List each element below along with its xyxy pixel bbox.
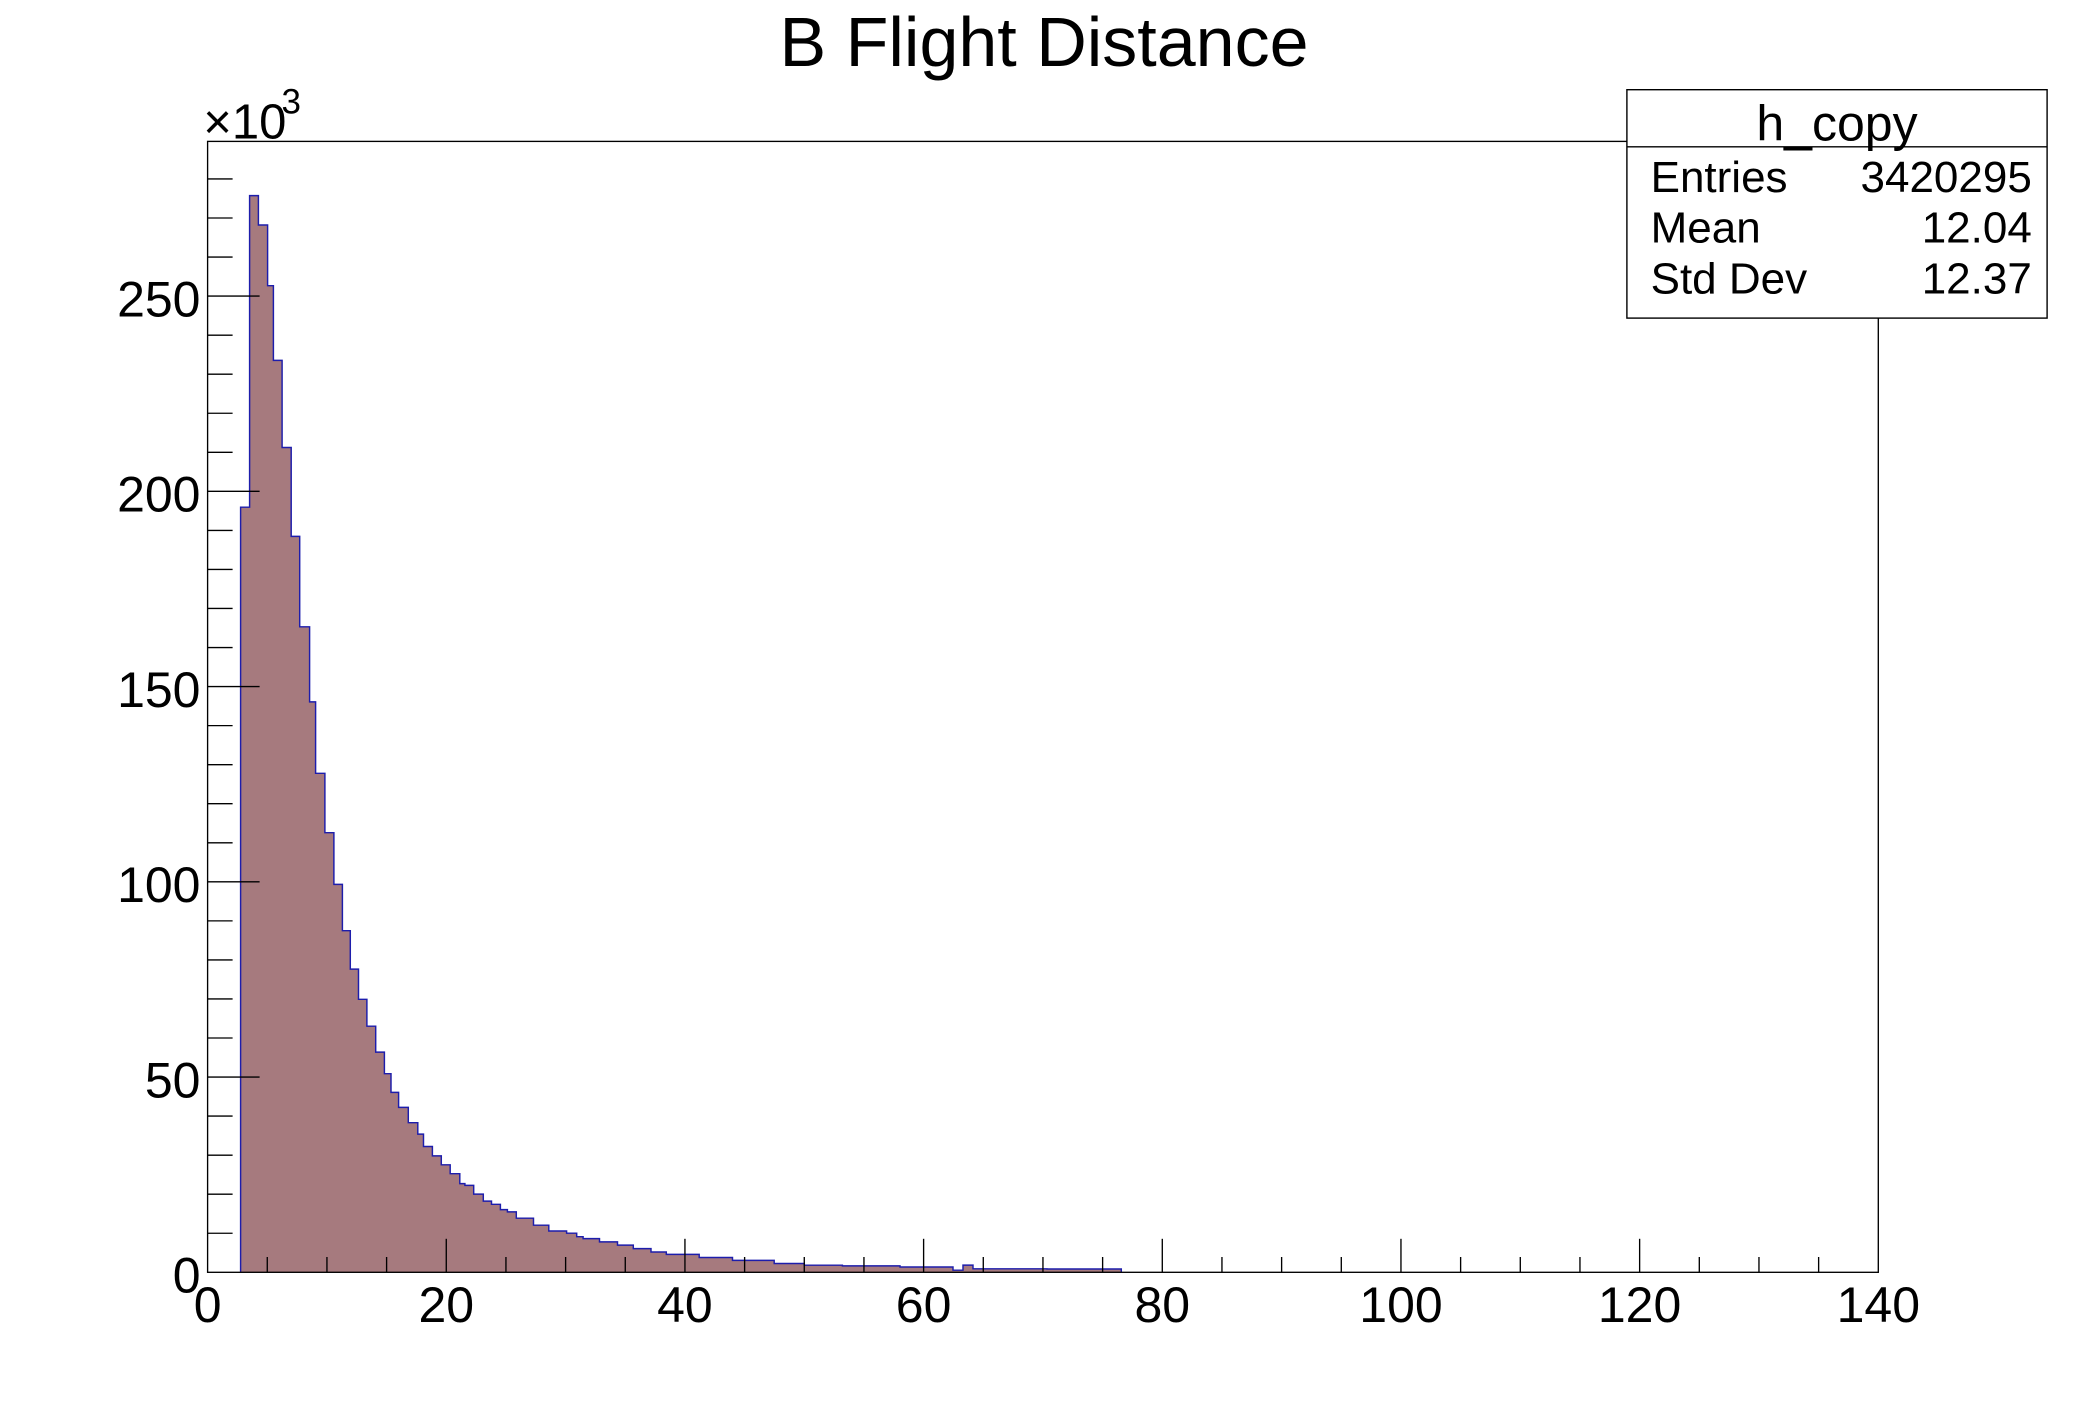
svg-text:50: 50 (145, 1052, 201, 1108)
svg-text:3: 3 (282, 83, 301, 122)
svg-text:12.04: 12.04 (1922, 204, 2032, 253)
svg-text:0: 0 (173, 1248, 201, 1304)
svg-text:0: 0 (194, 1277, 222, 1333)
svg-text:20: 20 (418, 1277, 474, 1333)
svg-text:Entries: Entries (1651, 153, 1788, 202)
svg-text:120: 120 (1598, 1277, 1681, 1333)
svg-text:80: 80 (1134, 1277, 1190, 1333)
svg-text:×10: ×10 (203, 96, 286, 150)
svg-text:250: 250 (117, 271, 200, 327)
svg-text:150: 150 (117, 662, 200, 718)
svg-text:140: 140 (1837, 1277, 1920, 1333)
svg-text:h_copy: h_copy (1756, 95, 1917, 151)
svg-text:100: 100 (1359, 1277, 1442, 1333)
svg-text:100: 100 (117, 857, 200, 913)
svg-text:Mean: Mean (1651, 204, 1761, 253)
svg-text:3420295: 3420295 (1853, 153, 2032, 202)
svg-text:60: 60 (896, 1277, 952, 1333)
svg-text:200: 200 (117, 467, 200, 523)
svg-text:40: 40 (657, 1277, 713, 1333)
svg-text:B Flight Distance: B Flight Distance (779, 3, 1308, 81)
svg-text:Std Dev: Std Dev (1651, 254, 1808, 303)
svg-text:12.37: 12.37 (1922, 254, 2032, 303)
